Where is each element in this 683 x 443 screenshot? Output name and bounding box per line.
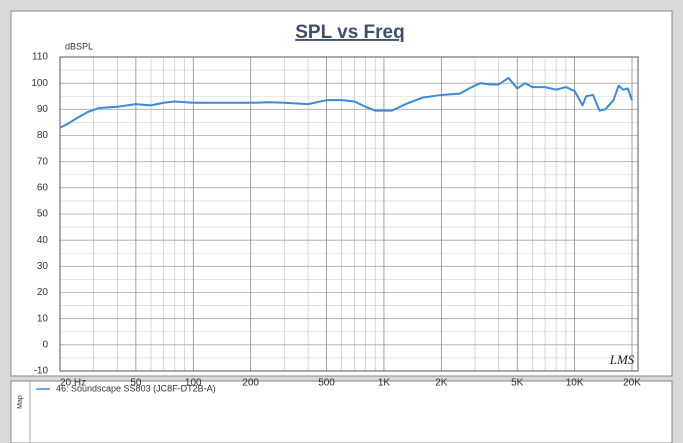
legend-label: 46: Soundscape SS803 (JC8F-DT2B-A) — [56, 383, 216, 393]
x-tick-label: 1K — [378, 378, 391, 389]
legend-title: Map — [17, 395, 24, 409]
y-tick-label: 60 — [37, 182, 49, 193]
y-tick-label: 50 — [37, 209, 49, 220]
y-tick-label: -10 — [34, 366, 49, 377]
x-tick-label: 200 — [242, 378, 259, 389]
series-line — [59, 76, 633, 129]
y-tick-label: 80 — [37, 130, 49, 141]
y-tick-label: 90 — [37, 104, 49, 115]
x-tick-label: 500 — [318, 378, 335, 389]
y-tick-label: 70 — [37, 156, 49, 167]
x-tick-label: 50 — [130, 378, 142, 389]
x-tick-label: 20K — [623, 378, 641, 389]
y-tick-label: 0 — [42, 339, 48, 350]
x-tick-label: 2K — [435, 378, 448, 389]
x-tick-label: 5K — [511, 378, 524, 389]
x-tick-label: 100 — [185, 378, 202, 389]
watermark: LMS — [609, 352, 635, 367]
y-tick-label: 20 — [37, 287, 49, 298]
plot-frame — [59, 56, 639, 372]
y-tick-label: 30 — [37, 261, 49, 272]
y-tick-label: 110 — [32, 52, 48, 63]
y-tick-label: 100 — [31, 78, 48, 89]
x-tick-label: 10K — [566, 378, 584, 389]
y-tick-label: 40 — [37, 235, 49, 246]
x-tick-label: 20 Hz — [60, 378, 86, 389]
chart-title: SPL vs Freq — [295, 22, 404, 43]
y-tick-label: 10 — [37, 313, 49, 324]
y-axis-label: dBSPL — [65, 41, 93, 51]
legend-panel — [10, 380, 673, 443]
